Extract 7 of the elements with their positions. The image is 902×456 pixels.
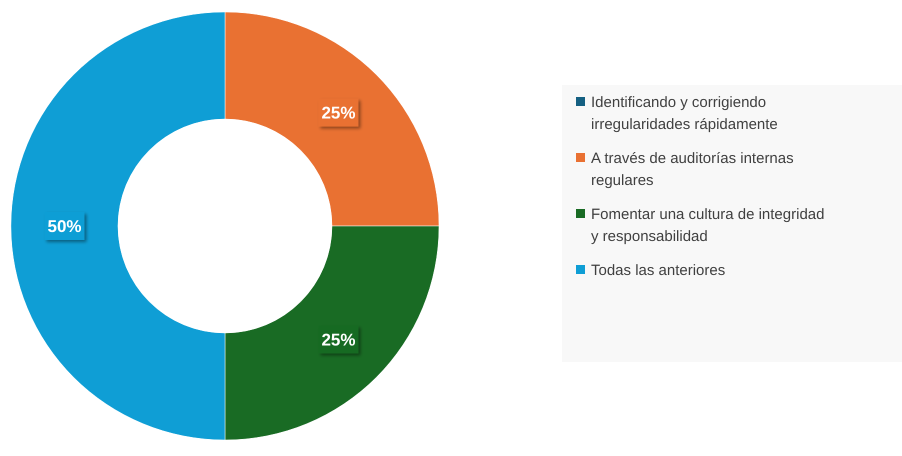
data-label: 25% bbox=[321, 330, 356, 350]
data-label: 25% bbox=[321, 104, 356, 123]
legend-label: A través de auditorías internas regulares bbox=[591, 150, 794, 189]
data-label: 50% bbox=[47, 217, 82, 236]
legend-label: Todas las anteriores bbox=[591, 262, 726, 279]
legend-label: Identificando y corrigiendo irregularidades rápidamente bbox=[591, 94, 778, 133]
legend-label: Fomentar una cultura de integridad y responsabilidad bbox=[591, 206, 824, 245]
